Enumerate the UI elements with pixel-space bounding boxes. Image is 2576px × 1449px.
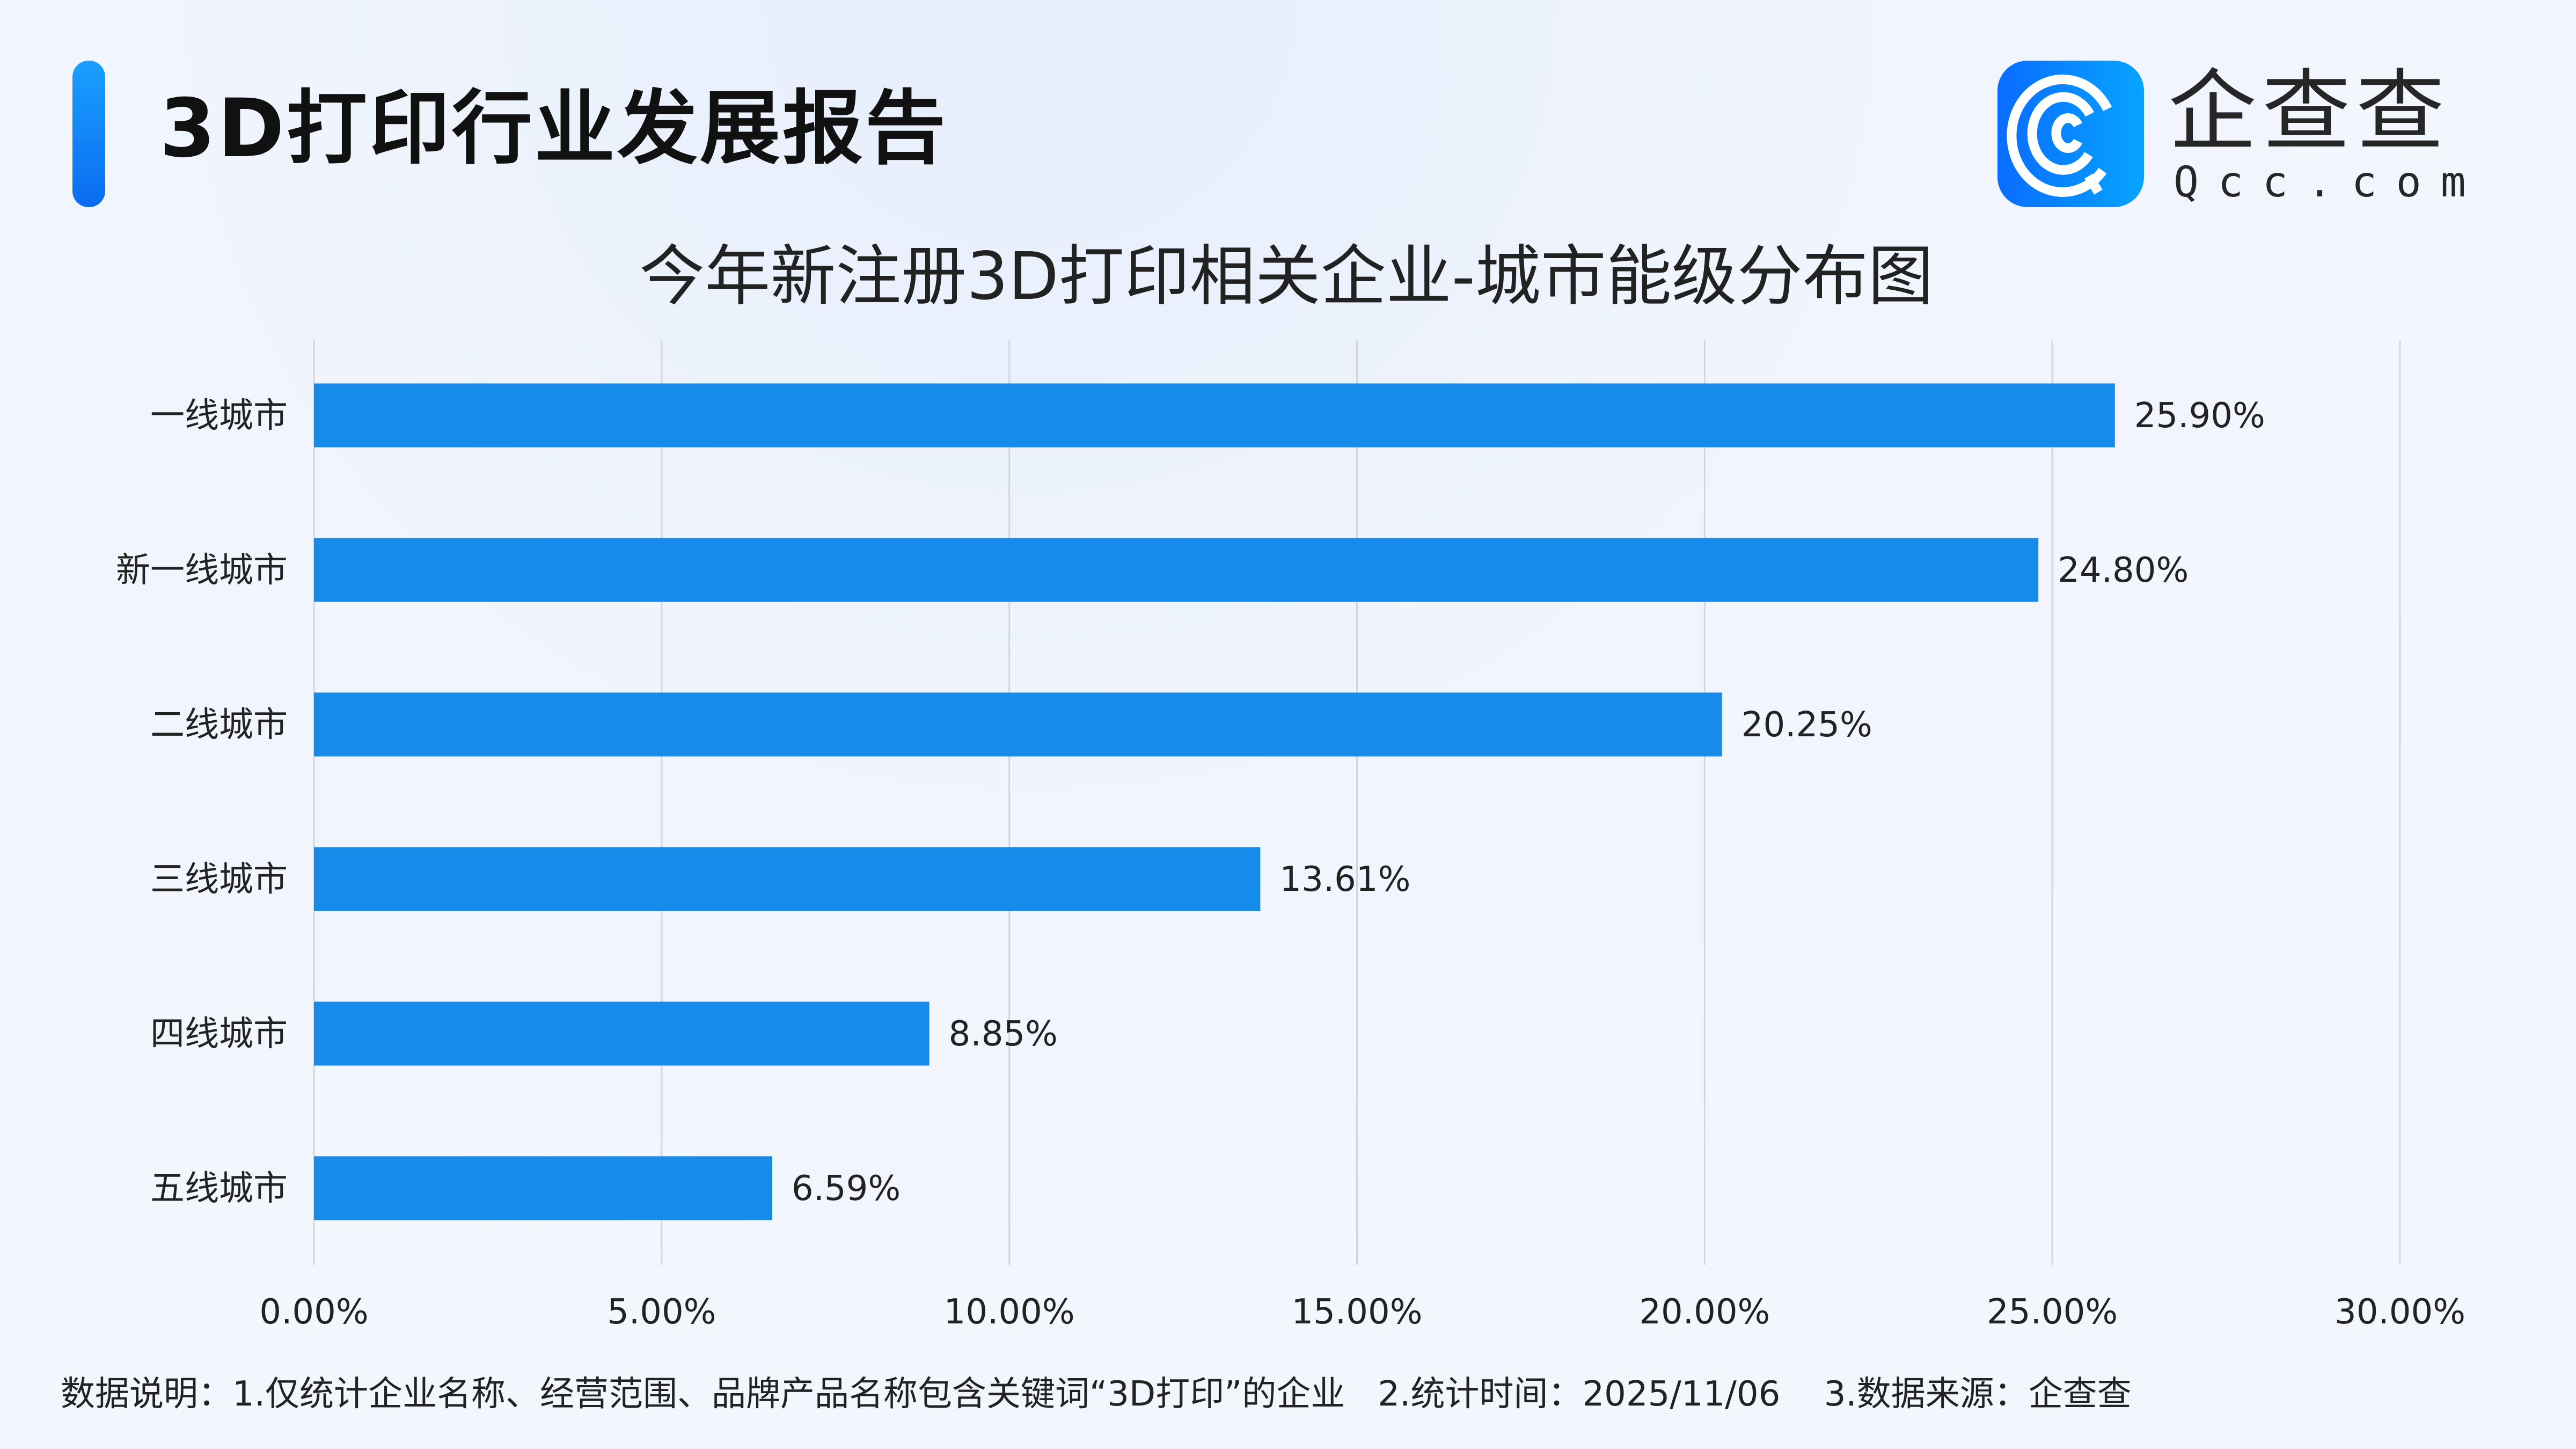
data-label: 20.25% <box>1741 705 1872 745</box>
bar <box>314 383 2115 448</box>
data-label: 6.59% <box>792 1169 901 1209</box>
data-label: 25.90% <box>2134 396 2265 436</box>
bar <box>314 1156 772 1220</box>
x-tick-label: 10.00% <box>944 1292 1075 1332</box>
bar <box>314 692 1722 757</box>
category-label: 新一线城市 <box>116 551 288 590</box>
data-label: 13.61% <box>1279 860 1410 899</box>
chart-title: 今年新注册3D打印相关企业-城市能级分布图 <box>639 238 1934 314</box>
title-accent-bar <box>72 61 105 207</box>
category-label: 五线城市 <box>150 1169 288 1209</box>
footnote: 数据说明：1.仅统计企业名称、经营范围、品牌产品名称包含关键词“3D打印”的企业… <box>61 1374 2132 1414</box>
x-tick-label: 25.00% <box>1987 1292 2118 1332</box>
bar <box>314 538 2039 602</box>
x-tick-label: 5.00% <box>607 1292 716 1332</box>
data-label: 8.85% <box>949 1014 1058 1054</box>
x-tick-label: 20.00% <box>1639 1292 1770 1332</box>
category-label: 二线城市 <box>150 705 288 745</box>
qcc-logo-text: 企查查 <box>2168 60 2450 163</box>
bar <box>314 1001 930 1066</box>
category-label: 一线城市 <box>150 396 288 436</box>
qcc-logo-icon <box>1997 61 2144 207</box>
bar <box>314 847 1261 911</box>
category-label: 三线城市 <box>150 860 288 899</box>
x-tick-label: 15.00% <box>1291 1292 1422 1332</box>
x-tick-label: 30.00% <box>2334 1292 2465 1332</box>
page-title: 3D打印行业发展报告 <box>159 82 948 175</box>
data-label: 24.80% <box>2058 551 2189 590</box>
qcc-logo-domain: Qcc.com <box>2174 158 2485 207</box>
category-label: 四线城市 <box>150 1014 288 1054</box>
x-tick-label: 0.00% <box>259 1292 368 1332</box>
